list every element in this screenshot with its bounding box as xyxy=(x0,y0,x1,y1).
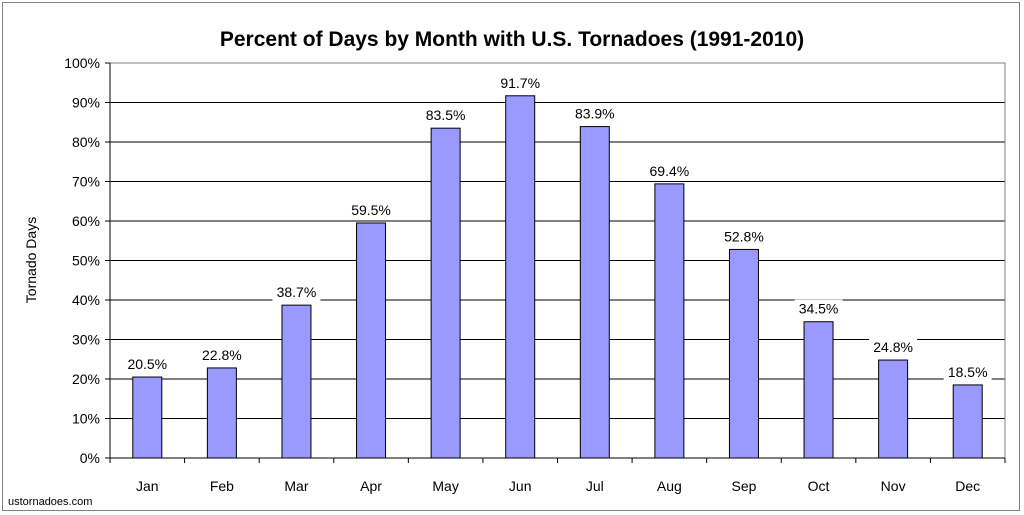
data-label-background xyxy=(123,355,172,374)
data-label-background xyxy=(197,345,246,364)
x-tick-label: Feb xyxy=(210,478,234,494)
x-tick-label: Apr xyxy=(360,478,382,494)
y-tick-label: 20% xyxy=(72,371,100,387)
data-label: 83.9% xyxy=(575,106,615,122)
data-label-background xyxy=(272,283,321,302)
x-tick-label: Aug xyxy=(657,478,682,494)
data-label-background xyxy=(645,161,694,180)
x-tick-label: Nov xyxy=(881,478,906,494)
data-label: 91.7% xyxy=(500,75,540,91)
data-label: 22.8% xyxy=(202,347,242,363)
y-tick-label: 100% xyxy=(64,55,100,71)
bar-apr xyxy=(356,222,387,459)
x-tick-label: Jun xyxy=(509,478,532,494)
y-tick-label: 80% xyxy=(72,134,100,150)
bar-jul xyxy=(579,126,610,459)
source-credit: ustornadoes.com xyxy=(8,496,92,508)
data-label-background xyxy=(794,299,843,318)
y-tick-label: 90% xyxy=(72,95,100,111)
data-label-background xyxy=(719,227,768,246)
x-tick-label: Dec xyxy=(955,478,980,494)
data-label: 24.8% xyxy=(873,339,913,355)
data-label: 18.5% xyxy=(948,364,988,380)
y-tick-label: 40% xyxy=(72,292,100,308)
x-tick-label: Jan xyxy=(136,478,159,494)
y-tick-label: 60% xyxy=(72,213,100,229)
y-tick-label: 70% xyxy=(72,174,100,190)
bar-feb xyxy=(206,367,237,459)
x-tick-label: Oct xyxy=(808,478,830,494)
x-tick-label: Jul xyxy=(586,478,604,494)
y-axis-label: Tornado Days xyxy=(23,217,39,303)
data-label: 83.5% xyxy=(426,107,466,123)
x-tick-label: May xyxy=(432,478,458,494)
x-tick-label: Sep xyxy=(731,478,756,494)
data-label-background xyxy=(943,362,992,381)
data-label: 20.5% xyxy=(127,356,167,372)
x-tick-label: Mar xyxy=(284,478,308,494)
data-label: 34.5% xyxy=(799,301,839,317)
y-tick-label: 30% xyxy=(72,332,100,348)
bar-mar xyxy=(281,304,312,459)
data-label-background xyxy=(570,104,619,123)
bar-jun xyxy=(505,95,536,459)
y-tick-label: 0% xyxy=(80,450,100,466)
bar-aug xyxy=(654,183,685,459)
y-tick-label: 10% xyxy=(72,411,100,427)
bar-oct xyxy=(803,321,834,459)
bar-may xyxy=(430,127,461,459)
data-label: 38.7% xyxy=(277,284,317,300)
bar-jan xyxy=(132,376,163,459)
data-label-background xyxy=(347,200,396,219)
data-label-background xyxy=(869,338,918,357)
data-label-background xyxy=(496,73,545,92)
chart-title: Percent of Days by Month with U.S. Torna… xyxy=(220,28,804,51)
bar-dec xyxy=(952,384,983,459)
data-label: 52.8% xyxy=(724,228,764,244)
data-label: 69.4% xyxy=(650,163,690,179)
y-tick-label: 50% xyxy=(72,253,100,269)
bar-sep xyxy=(728,248,759,459)
bar-nov xyxy=(878,359,909,459)
plot-area: 0% 10% 20% 30% 40% 50% 60% 70% 80% 90% 100% 20.5% Ja… xyxy=(64,55,1006,494)
data-label: 59.5% xyxy=(351,202,391,218)
data-label-background xyxy=(421,106,470,125)
